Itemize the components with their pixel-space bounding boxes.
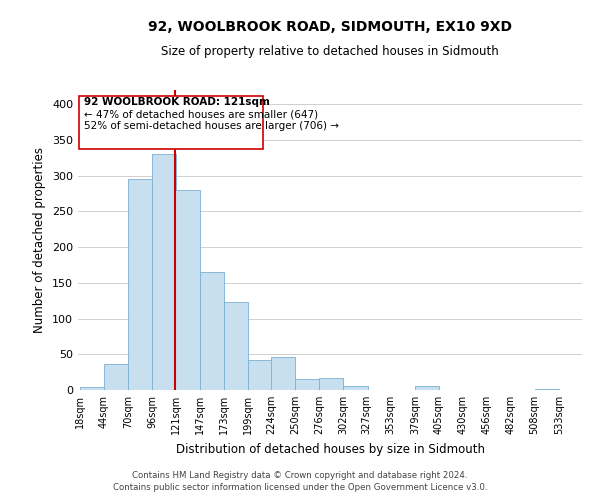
Text: Size of property relative to detached houses in Sidmouth: Size of property relative to detached ho… — [161, 45, 499, 58]
Bar — [319, 378, 343, 390]
Bar — [295, 378, 319, 390]
Text: 92, WOOLBROOK ROAD, SIDMOUTH, EX10 9XD: 92, WOOLBROOK ROAD, SIDMOUTH, EX10 9XD — [148, 20, 512, 34]
Bar — [80, 387, 104, 390]
Bar — [104, 364, 128, 390]
Text: 92 WOOLBROOK ROAD: 121sqm: 92 WOOLBROOK ROAD: 121sqm — [84, 97, 270, 107]
FancyBboxPatch shape — [79, 96, 263, 148]
Bar — [271, 357, 295, 390]
Bar — [343, 386, 368, 390]
Bar — [152, 154, 176, 390]
X-axis label: Distribution of detached houses by size in Sidmouth: Distribution of detached houses by size … — [176, 442, 485, 456]
Bar — [535, 388, 559, 390]
Bar — [248, 360, 272, 390]
Bar — [175, 190, 200, 390]
Bar — [200, 272, 224, 390]
Y-axis label: Number of detached properties: Number of detached properties — [34, 147, 46, 333]
Bar — [415, 386, 439, 390]
Text: ← 47% of detached houses are smaller (647): ← 47% of detached houses are smaller (64… — [84, 109, 318, 119]
Bar — [128, 180, 152, 390]
Text: 52% of semi-detached houses are larger (706) →: 52% of semi-detached houses are larger (… — [84, 121, 339, 131]
Bar — [224, 302, 248, 390]
Text: Contains HM Land Registry data © Crown copyright and database right 2024.
Contai: Contains HM Land Registry data © Crown c… — [113, 471, 487, 492]
